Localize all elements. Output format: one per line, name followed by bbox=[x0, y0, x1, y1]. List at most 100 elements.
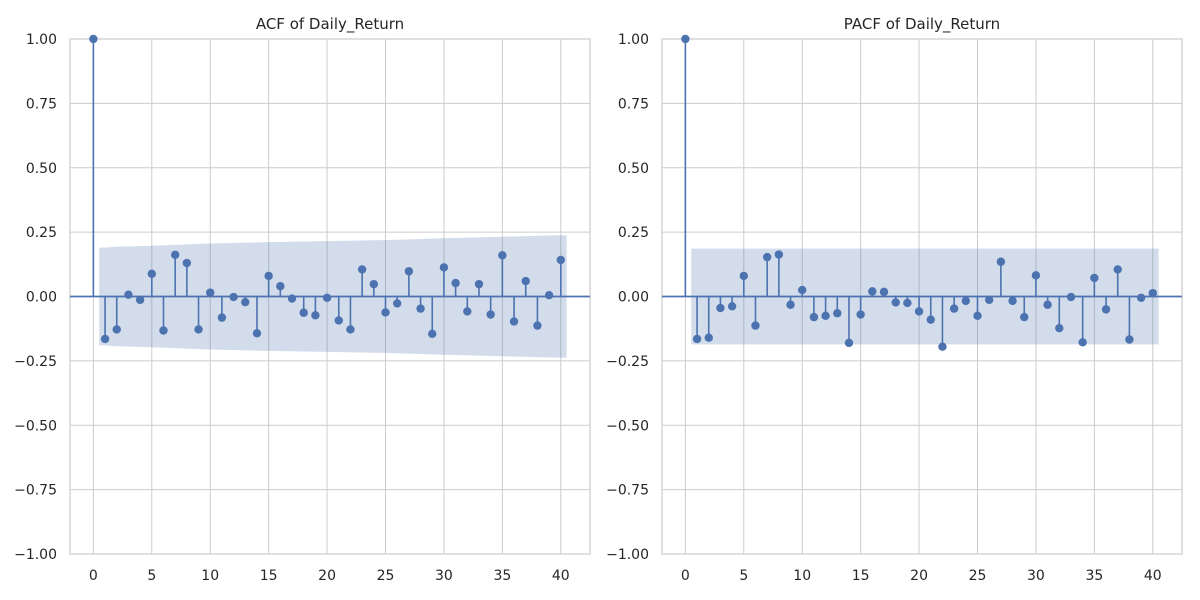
pacf-point-lag-15 bbox=[856, 310, 865, 319]
acf-x-tick-label: 20 bbox=[318, 568, 336, 584]
pacf-point-lag-7 bbox=[762, 252, 772, 262]
pacf-x-tick-label: 25 bbox=[969, 568, 987, 584]
pacf-point-lag-3 bbox=[716, 303, 725, 313]
acf-y-tick-label: 0.25 bbox=[26, 225, 57, 241]
acf-x-tick-label: 40 bbox=[552, 568, 570, 584]
pacf-x-tick-label: 15 bbox=[852, 568, 870, 584]
pacf-point-lag-21 bbox=[926, 315, 935, 324]
pacf-chart-title: PACF of Daily_Return bbox=[844, 15, 1000, 34]
acf-point-lag-29 bbox=[428, 329, 437, 339]
acf-point-lag-9 bbox=[194, 325, 203, 334]
pacf-y-tick-label: −0.50 bbox=[606, 418, 649, 434]
pacf-point-lag-17 bbox=[879, 287, 889, 297]
pacf-point-lag-39 bbox=[1136, 293, 1146, 302]
pacf-y-tick-label: −0.75 bbox=[606, 483, 649, 499]
acf-point-lag-14 bbox=[252, 329, 262, 338]
acf-point-lag-18 bbox=[299, 308, 308, 317]
pacf-point-lag-19 bbox=[903, 298, 912, 308]
acf-point-lag-0 bbox=[89, 34, 98, 44]
pacf-point-lag-31 bbox=[1043, 300, 1052, 309]
pacf-x-tick-label: 20 bbox=[910, 568, 928, 584]
pacf-point-lag-6 bbox=[751, 321, 760, 330]
acf-y-tick-label: −0.75 bbox=[14, 483, 57, 499]
pacf-point-lag-27 bbox=[996, 257, 1006, 266]
acf-point-lag-39 bbox=[544, 291, 554, 300]
acf-point-lag-40 bbox=[556, 255, 565, 265]
pacf-point-lag-0 bbox=[681, 34, 690, 44]
pacf-panel: 0 5 10 15 20 25 30 35 40 −1.00 −0.75 −0.50 −0.25 0.00… bbox=[606, 15, 1183, 584]
pacf-point-lag-34 bbox=[1078, 338, 1087, 347]
pacf-point-lag-22 bbox=[938, 342, 947, 351]
acf-chart-title: ACF of Daily_Return bbox=[256, 15, 404, 34]
pacf-x-tick-label: 35 bbox=[1085, 568, 1103, 584]
acf-point-lag-25 bbox=[381, 308, 390, 317]
pacf-y-tick-label: 0.75 bbox=[618, 96, 649, 112]
acf-panel: 0 5 10 15 20 25 30 35 40 −1.00 −0.75 −0.50 −0.25 0.00… bbox=[14, 15, 591, 584]
pacf-point-lag-40 bbox=[1148, 288, 1157, 298]
acf-point-lag-34 bbox=[486, 310, 495, 319]
pacf-y-tick-label: 1.00 bbox=[618, 32, 649, 48]
acf-point-lag-26 bbox=[392, 299, 402, 308]
pacf-point-lag-9 bbox=[786, 300, 795, 309]
pacf-point-lag-13 bbox=[833, 309, 842, 318]
acf-y-tick-label: 1.00 bbox=[26, 32, 57, 48]
acf-point-lag-32 bbox=[463, 307, 472, 316]
pacf-point-lag-29 bbox=[1020, 312, 1029, 322]
acf-point-lag-3 bbox=[124, 290, 133, 299]
pacf-point-lag-36 bbox=[1101, 305, 1111, 314]
acf-x-tick-label: 10 bbox=[201, 568, 219, 584]
pacf-point-lag-24 bbox=[961, 296, 971, 306]
acf-point-lag-38 bbox=[533, 321, 542, 330]
acf-point-lag-27 bbox=[404, 267, 414, 276]
acf-point-lag-5 bbox=[147, 269, 156, 279]
acf-point-lag-2 bbox=[112, 325, 121, 334]
pacf-point-lag-12 bbox=[821, 311, 830, 321]
acf-point-lag-24 bbox=[369, 279, 379, 289]
acf-y-tick-label: 0.00 bbox=[26, 290, 57, 306]
pacf-point-lag-35 bbox=[1090, 273, 1099, 283]
pacf-x-tick-label: 30 bbox=[1027, 568, 1045, 584]
pacf-y-tick-label: −0.25 bbox=[606, 354, 649, 370]
acf-point-lag-30 bbox=[439, 263, 449, 272]
acf-y-tick-label: 0.75 bbox=[26, 96, 57, 112]
pacf-y-tick-label: 0.50 bbox=[618, 161, 649, 177]
pacf-point-lag-14 bbox=[844, 338, 854, 348]
pacf-point-lag-16 bbox=[868, 287, 877, 296]
acf-point-lag-21 bbox=[334, 316, 343, 325]
pacf-point-lag-28 bbox=[1008, 296, 1017, 306]
acf-point-lag-16 bbox=[276, 282, 285, 291]
acf-point-lag-1 bbox=[100, 334, 110, 344]
acf-point-lag-23 bbox=[357, 265, 367, 274]
acf-x-tick-label: 30 bbox=[435, 568, 453, 584]
pacf-y-tick-label: −1.00 bbox=[606, 547, 649, 563]
pacf-point-lag-11 bbox=[809, 312, 819, 322]
acf-point-lag-4 bbox=[135, 295, 145, 305]
pacf-point-lag-30 bbox=[1031, 271, 1041, 280]
acf-point-lag-35 bbox=[498, 251, 507, 260]
pacf-point-lag-20 bbox=[914, 307, 924, 316]
pacf-point-lag-18 bbox=[891, 298, 900, 307]
acf-point-lag-28 bbox=[416, 304, 425, 313]
acf-point-lag-8 bbox=[182, 258, 192, 268]
acf-point-lag-33 bbox=[474, 279, 484, 289]
acf-point-lag-13 bbox=[241, 297, 250, 307]
acf-x-tick-label: 0 bbox=[89, 568, 98, 584]
acf-point-lag-19 bbox=[311, 311, 320, 320]
acf-point-lag-6 bbox=[159, 326, 168, 335]
pacf-point-lag-5 bbox=[739, 271, 748, 281]
pacf-point-lag-25 bbox=[973, 311, 982, 321]
acf-point-lag-10 bbox=[206, 288, 215, 297]
pacf-x-tick-label: 0 bbox=[681, 568, 690, 584]
pacf-point-lag-32 bbox=[1055, 323, 1064, 333]
acf-x-tick-label: 25 bbox=[377, 568, 395, 584]
acf-point-lag-12 bbox=[229, 292, 238, 302]
pacf-point-lag-26 bbox=[984, 295, 994, 305]
pacf-x-tick-label: 5 bbox=[739, 568, 748, 584]
pacf-point-lag-1 bbox=[692, 334, 702, 344]
pacf-point-lag-37 bbox=[1113, 265, 1122, 274]
acf-point-lag-20 bbox=[322, 293, 332, 302]
acf-point-lag-36 bbox=[509, 317, 519, 326]
pacf-point-lag-23 bbox=[949, 304, 959, 313]
